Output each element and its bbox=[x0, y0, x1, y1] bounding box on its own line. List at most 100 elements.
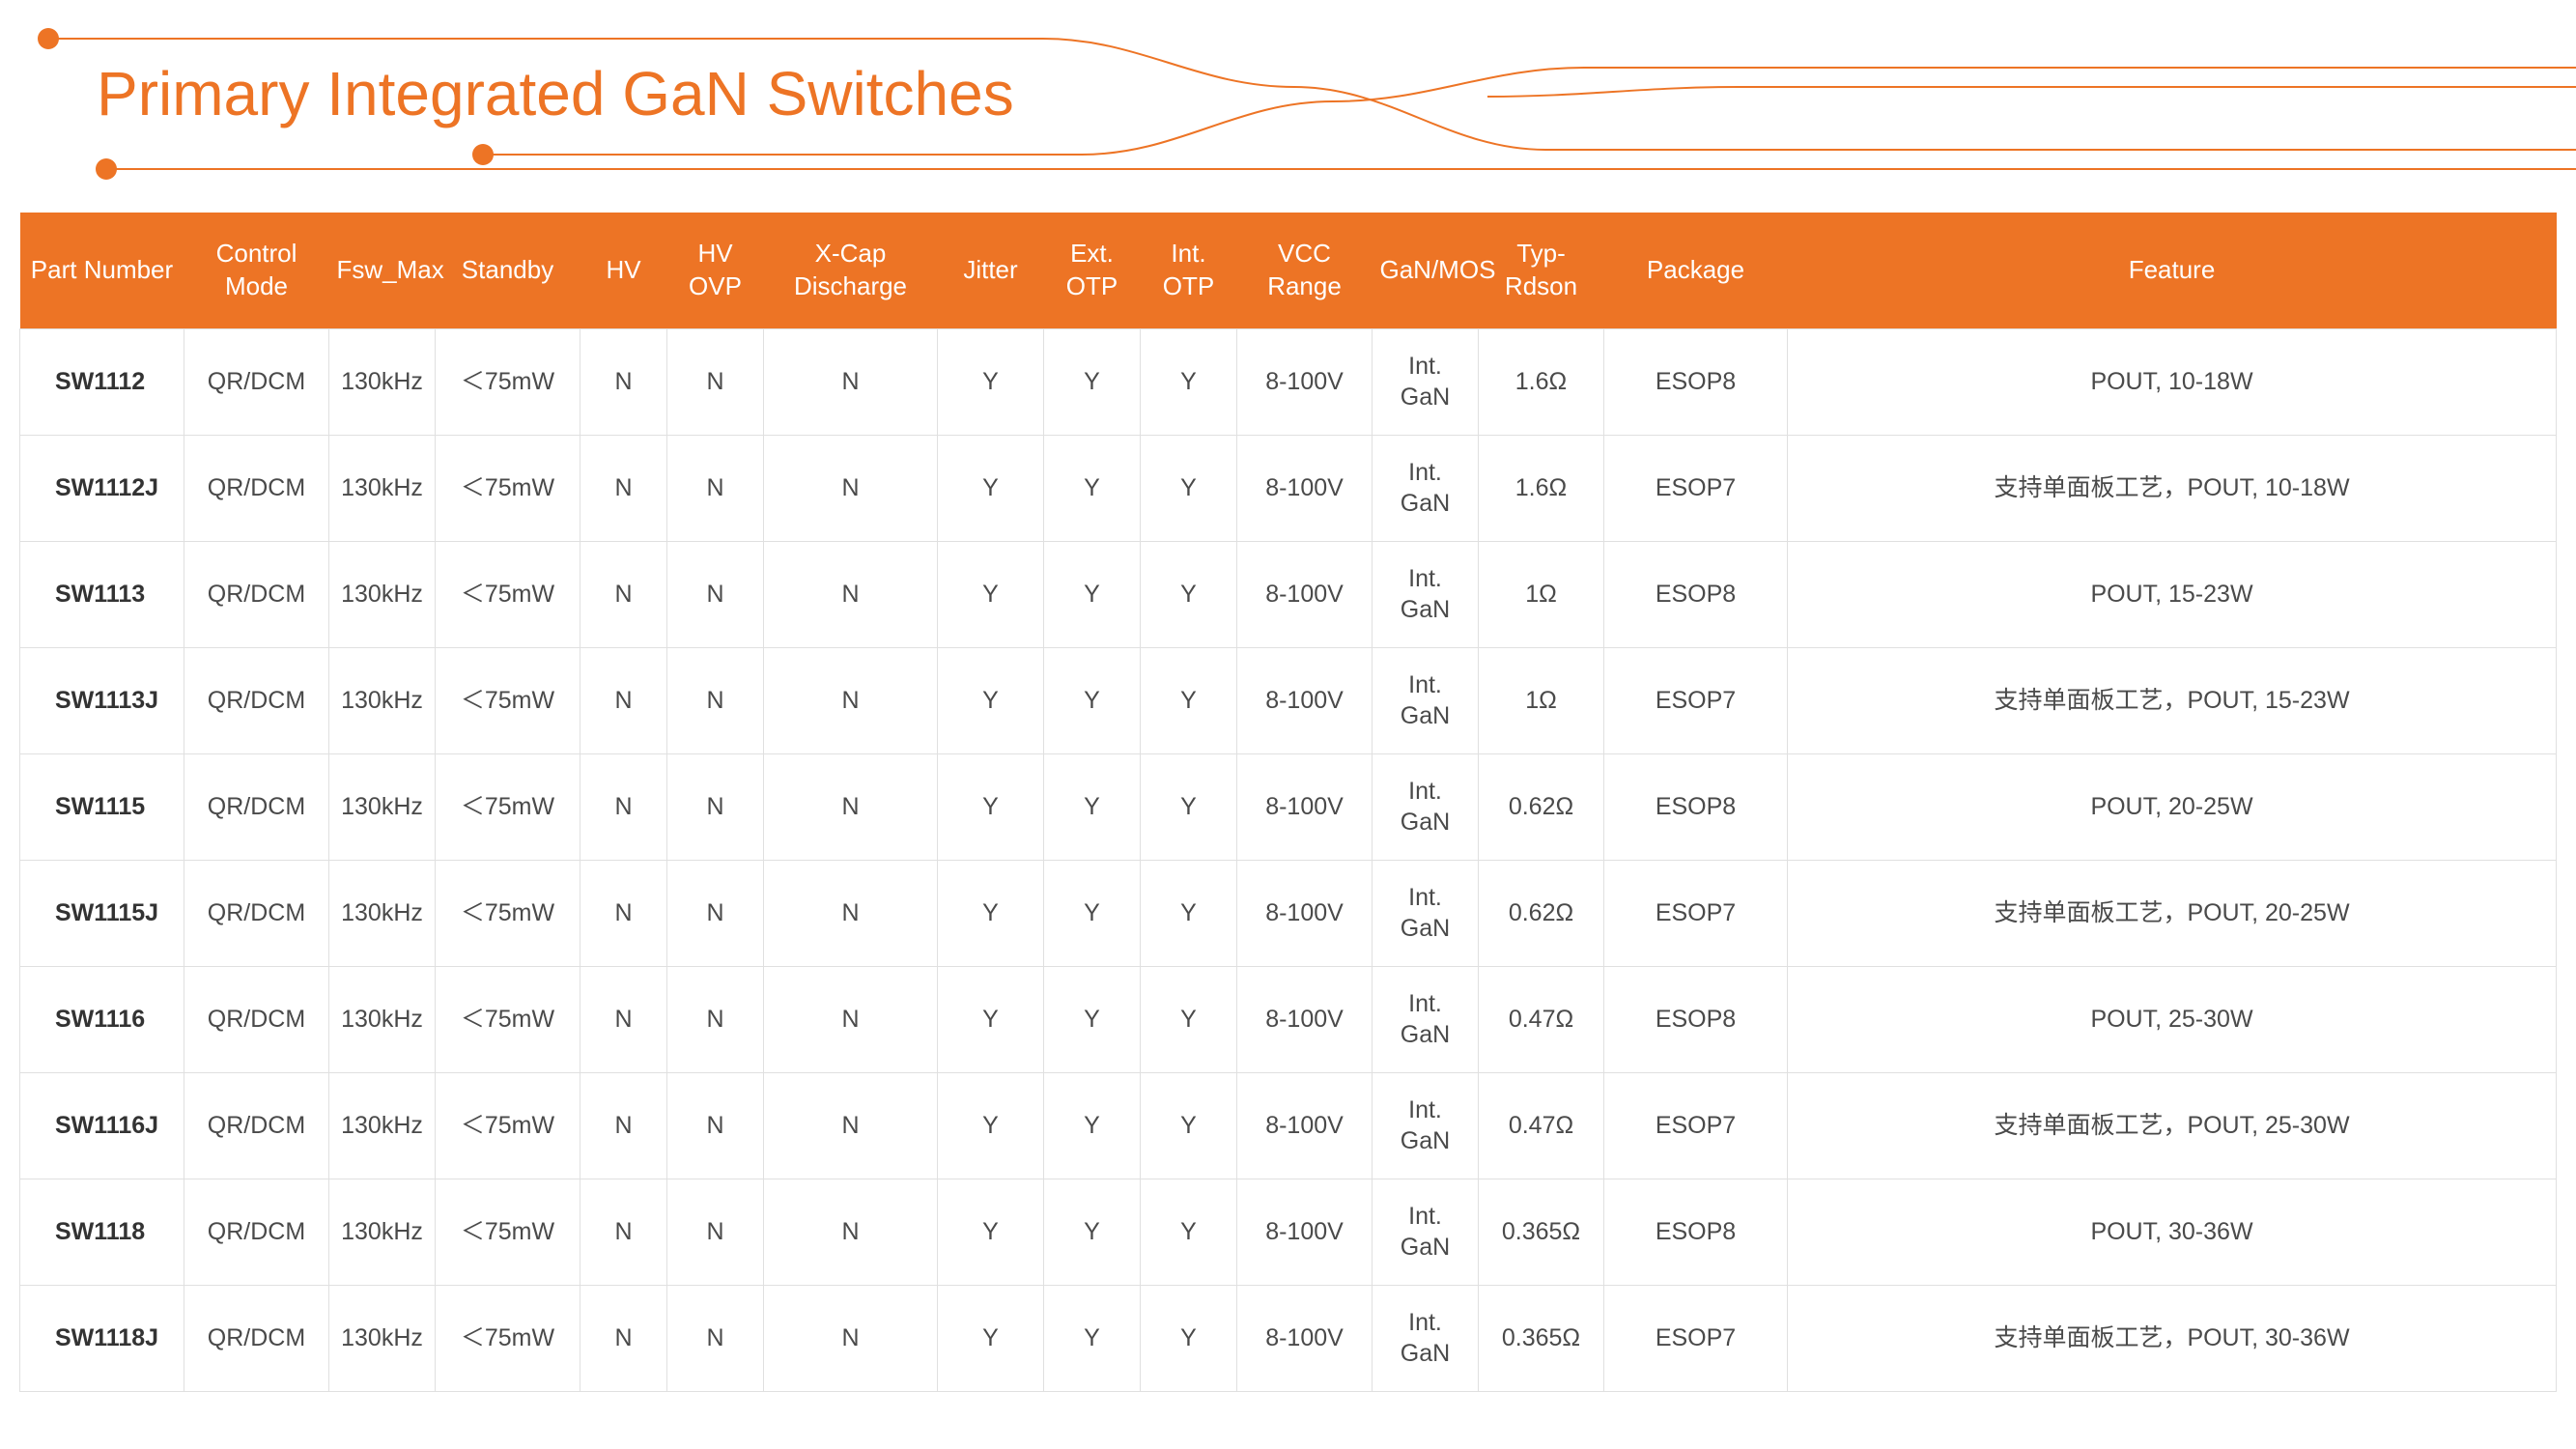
cell-jitter: Y bbox=[938, 860, 1044, 966]
cell-pkg: ESOP7 bbox=[1604, 860, 1788, 966]
cell-rdson: 0.62Ω bbox=[1479, 753, 1604, 860]
cell-hvovp: N bbox=[667, 647, 764, 753]
cell-jitter: Y bbox=[938, 541, 1044, 647]
cell-fsw: 130kHz bbox=[329, 647, 436, 753]
cell-standby: ＜75mW bbox=[436, 541, 580, 647]
cell-intotp: Y bbox=[1141, 966, 1237, 1072]
table-head: Part NumberControl ModeFsw_MaxStandbyHVH… bbox=[20, 213, 2557, 328]
deco-dot bbox=[38, 28, 59, 49]
cell-pkg: ESOP8 bbox=[1604, 753, 1788, 860]
cell-ctrl: QR/DCM bbox=[184, 647, 329, 753]
cell-vcc: 8-100V bbox=[1237, 1072, 1373, 1179]
cell-xcap: N bbox=[764, 541, 938, 647]
cell-jitter: Y bbox=[938, 1179, 1044, 1285]
cell-standby: ＜75mW bbox=[436, 753, 580, 860]
cell-ctrl: QR/DCM bbox=[184, 1179, 329, 1285]
cell-xcap: N bbox=[764, 435, 938, 541]
col-header-feat: Feature bbox=[1788, 213, 2557, 328]
cell-part: SW1112 bbox=[20, 328, 184, 435]
cell-hv: N bbox=[580, 1179, 667, 1285]
cell-hvovp: N bbox=[667, 1179, 764, 1285]
cell-vcc: 8-100V bbox=[1237, 328, 1373, 435]
col-header-vcc: VCC Range bbox=[1237, 213, 1373, 328]
cell-standby: ＜75mW bbox=[436, 328, 580, 435]
col-header-intotp: Int. OTP bbox=[1141, 213, 1237, 328]
cell-xcap: N bbox=[764, 1179, 938, 1285]
cell-ctrl: QR/DCM bbox=[184, 753, 329, 860]
cell-jitter: Y bbox=[938, 966, 1044, 1072]
cell-feat: POUT, 20-25W bbox=[1788, 753, 2557, 860]
cell-gan: Int. GaN bbox=[1373, 1072, 1479, 1179]
cell-part: SW1115 bbox=[20, 753, 184, 860]
cell-feat: 支持单面板工艺，POUT, 10-18W bbox=[1788, 435, 2557, 541]
cell-hv: N bbox=[580, 1285, 667, 1391]
table-row: SW1113QR/DCM130kHz＜75mWNNNYYY8-100VInt. … bbox=[20, 541, 2557, 647]
cell-jitter: Y bbox=[938, 1285, 1044, 1391]
header-area: Primary Integrated GaN Switches bbox=[0, 0, 2576, 213]
col-header-ctrl: Control Mode bbox=[184, 213, 329, 328]
data-table: Part NumberControl ModeFsw_MaxStandbyHVH… bbox=[19, 213, 2557, 1392]
cell-extotp: Y bbox=[1044, 1285, 1141, 1391]
cell-hvovp: N bbox=[667, 541, 764, 647]
cell-part: SW1118 bbox=[20, 1179, 184, 1285]
cell-pkg: ESOP8 bbox=[1604, 1179, 1788, 1285]
cell-standby: ＜75mW bbox=[436, 1285, 580, 1391]
cell-gan: Int. GaN bbox=[1373, 860, 1479, 966]
cell-ctrl: QR/DCM bbox=[184, 860, 329, 966]
table-row: SW1115QR/DCM130kHz＜75mWNNNYYY8-100VInt. … bbox=[20, 753, 2557, 860]
cell-rdson: 0.47Ω bbox=[1479, 1072, 1604, 1179]
cell-jitter: Y bbox=[938, 753, 1044, 860]
cell-xcap: N bbox=[764, 1072, 938, 1179]
cell-extotp: Y bbox=[1044, 1072, 1141, 1179]
cell-extotp: Y bbox=[1044, 647, 1141, 753]
cell-vcc: 8-100V bbox=[1237, 1285, 1373, 1391]
cell-hvovp: N bbox=[667, 1072, 764, 1179]
cell-fsw: 130kHz bbox=[329, 1285, 436, 1391]
cell-hvovp: N bbox=[667, 753, 764, 860]
cell-gan: Int. GaN bbox=[1373, 1285, 1479, 1391]
cell-extotp: Y bbox=[1044, 966, 1141, 1072]
cell-standby: ＜75mW bbox=[436, 435, 580, 541]
col-header-xcap: X-Cap Discharge bbox=[764, 213, 938, 328]
cell-standby: ＜75mW bbox=[436, 1179, 580, 1285]
cell-feat: POUT, 30-36W bbox=[1788, 1179, 2557, 1285]
table-row: SW1116QR/DCM130kHz＜75mWNNNYYY8-100VInt. … bbox=[20, 966, 2557, 1072]
table-row: SW1112QR/DCM130kHz＜75mWNNNYYY8-100VInt. … bbox=[20, 328, 2557, 435]
cell-gan: Int. GaN bbox=[1373, 966, 1479, 1072]
cell-fsw: 130kHz bbox=[329, 1072, 436, 1179]
cell-rdson: 1.6Ω bbox=[1479, 435, 1604, 541]
cell-xcap: N bbox=[764, 860, 938, 966]
cell-feat: 支持单面板工艺，POUT, 30-36W bbox=[1788, 1285, 2557, 1391]
cell-pkg: ESOP8 bbox=[1604, 966, 1788, 1072]
cell-vcc: 8-100V bbox=[1237, 1179, 1373, 1285]
cell-gan: Int. GaN bbox=[1373, 647, 1479, 753]
cell-gan: Int. GaN bbox=[1373, 1179, 1479, 1285]
cell-gan: Int. GaN bbox=[1373, 328, 1479, 435]
cell-feat: POUT, 15-23W bbox=[1788, 541, 2557, 647]
cell-hv: N bbox=[580, 1072, 667, 1179]
cell-pkg: ESOP7 bbox=[1604, 435, 1788, 541]
cell-vcc: 8-100V bbox=[1237, 647, 1373, 753]
cell-intotp: Y bbox=[1141, 328, 1237, 435]
cell-hv: N bbox=[580, 753, 667, 860]
cell-fsw: 130kHz bbox=[329, 541, 436, 647]
col-header-gan: GaN/MOS bbox=[1373, 213, 1479, 328]
cell-intotp: Y bbox=[1141, 1179, 1237, 1285]
cell-hv: N bbox=[580, 435, 667, 541]
cell-intotp: Y bbox=[1141, 860, 1237, 966]
cell-fsw: 130kHz bbox=[329, 435, 436, 541]
cell-rdson: 0.62Ω bbox=[1479, 860, 1604, 966]
cell-hvovp: N bbox=[667, 966, 764, 1072]
cell-jitter: Y bbox=[938, 1072, 1044, 1179]
cell-xcap: N bbox=[764, 647, 938, 753]
cell-rdson: 1Ω bbox=[1479, 541, 1604, 647]
cell-xcap: N bbox=[764, 966, 938, 1072]
cell-hvovp: N bbox=[667, 435, 764, 541]
cell-gan: Int. GaN bbox=[1373, 753, 1479, 860]
cell-part: SW1113 bbox=[20, 541, 184, 647]
cell-ctrl: QR/DCM bbox=[184, 328, 329, 435]
cell-pkg: ESOP7 bbox=[1604, 647, 1788, 753]
page-title: Primary Integrated GaN Switches bbox=[97, 58, 2576, 129]
cell-ctrl: QR/DCM bbox=[184, 435, 329, 541]
table-row: SW1118QR/DCM130kHz＜75mWNNNYYY8-100VInt. … bbox=[20, 1179, 2557, 1285]
